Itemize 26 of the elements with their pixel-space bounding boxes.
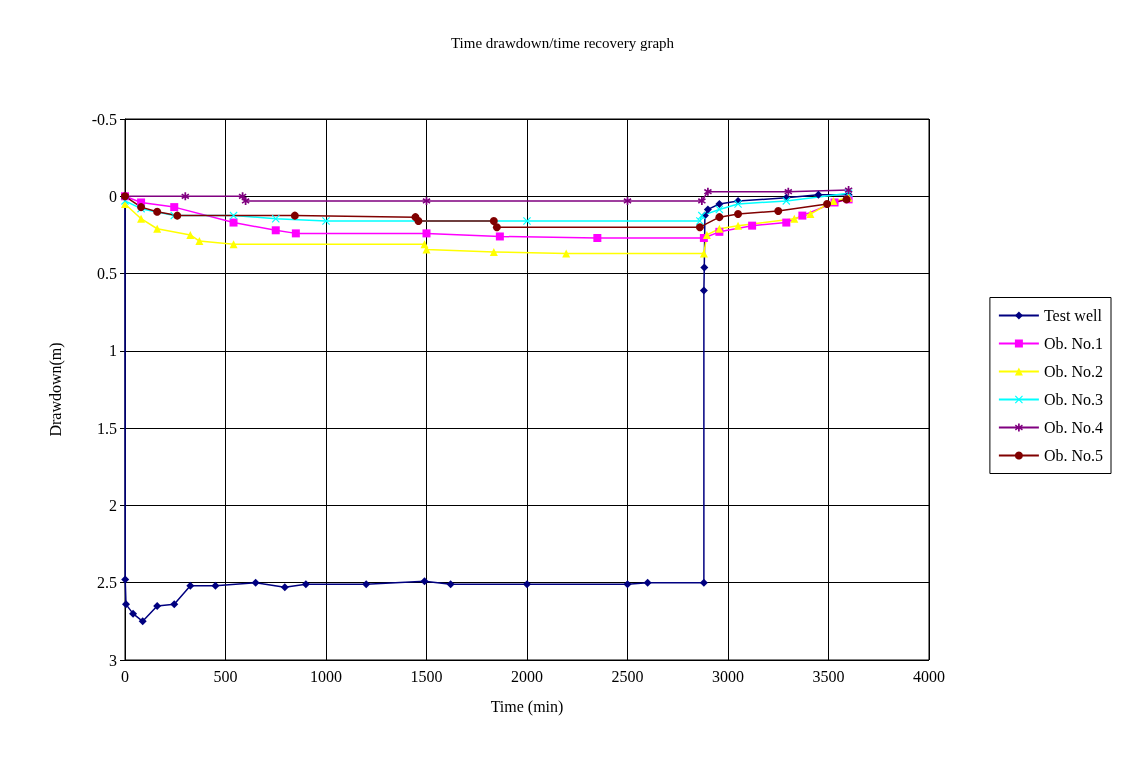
legend-label: Test well [1043,307,1103,324]
y-tick-label: 1.5 [97,419,117,437]
x-tick-label: 0 [121,667,129,685]
x-tick-label: 500 [213,667,238,685]
y-tick-label: 0.5 [97,265,117,283]
y-tick-label: 0 [109,187,117,205]
y-tick-label: 1 [109,342,117,360]
legend-label: Ob. No.3 [1043,391,1103,408]
legend-label: Ob. No.4 [1043,419,1103,436]
chart-title: Time drawdown/time recovery graph [450,34,675,51]
x-axis-title: Time (min) [490,697,564,716]
legend-label: Ob. No.1 [1043,335,1103,352]
y-axis-title: Drawdown(m) [46,342,65,437]
legend-label: Ob. No.2 [1043,363,1103,380]
y-tick-label: 2 [109,496,117,514]
x-tick-label: 2000 [511,667,543,685]
legend-label: Ob. No.5 [1043,447,1103,464]
x-tick-label: 3000 [712,667,744,685]
x-tick-label: 2500 [611,667,644,685]
y-tick-label: 2.5 [97,574,117,592]
x-tick-label: 3500 [812,667,845,685]
x-tick-label: 1500 [410,667,443,685]
x-tick-label: 4000 [913,667,945,685]
y-tick-label: -0.5 [91,110,117,128]
y-tick-label: 3 [109,651,117,669]
x-tick-label: 1000 [310,667,342,685]
